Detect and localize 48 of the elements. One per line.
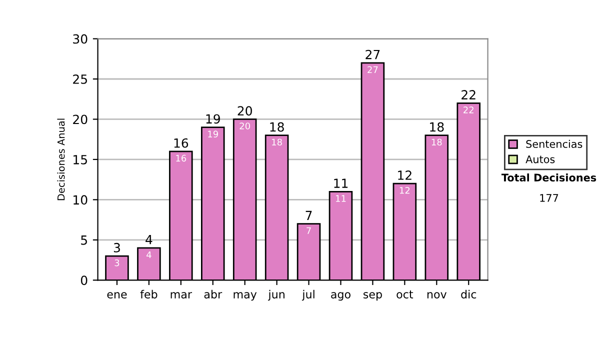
total-label: 22 [462,90,476,100]
x-tick-label: may [234,292,257,301]
data-label: 4 [146,251,152,258]
total-label: 7 [306,210,312,220]
total-label: 18 [270,122,284,132]
total-label: 12 [398,170,412,180]
data-label: 12 [400,186,410,194]
x-tick-label: sep [363,292,382,301]
data-label: 22 [464,106,474,114]
total-label: 27 [366,50,380,60]
text: Total Decisiones [501,173,596,182]
total-label: 19 [206,114,220,124]
total-label: 16 [174,138,188,148]
x-tick-label: abr [204,290,222,298]
y-axis-title: Decisiones Anual [57,118,65,200]
data-label: 27 [368,66,378,73]
y-tick-label: 5 [81,236,87,245]
text: 177 [540,194,558,202]
x-tick-label: jul [302,290,314,301]
data-label: 18 [272,138,282,146]
y-tick-label: 25 [73,74,87,84]
total-label: 4 [146,235,152,244]
y-tick-label: 0 [80,276,88,286]
data-label: 3 [114,259,120,266]
y-tick-label: 30 [73,34,88,44]
x-tick-label: jun [268,290,284,301]
legend-label: Sentencias [526,140,582,148]
data-label: 19 [208,130,218,138]
x-tick-label: dic [461,290,476,298]
y-tick-label: 15 [74,155,87,164]
data-label: 11 [336,195,346,202]
y-tick-label: 20 [73,114,88,124]
x-tick-label: mar [170,292,192,298]
x-tick-label: ene [107,292,127,298]
data-label: 7 [306,227,311,234]
data-label: 16 [176,154,186,162]
y-tick-label: 10 [74,195,88,205]
x-tick-label: ago [331,292,350,301]
x-tick-label: nov [427,292,447,298]
total-label: 3 [114,242,120,252]
legend-label: Autos [526,155,555,164]
x-tick-label: feb [140,290,158,298]
x-tick-label: oct [396,290,414,298]
total-label: 20 [238,106,252,116]
data-label: 18 [432,138,442,146]
total-label: 11 [334,178,348,188]
total-label: 18 [430,122,444,132]
data-label: 20 [240,122,250,130]
